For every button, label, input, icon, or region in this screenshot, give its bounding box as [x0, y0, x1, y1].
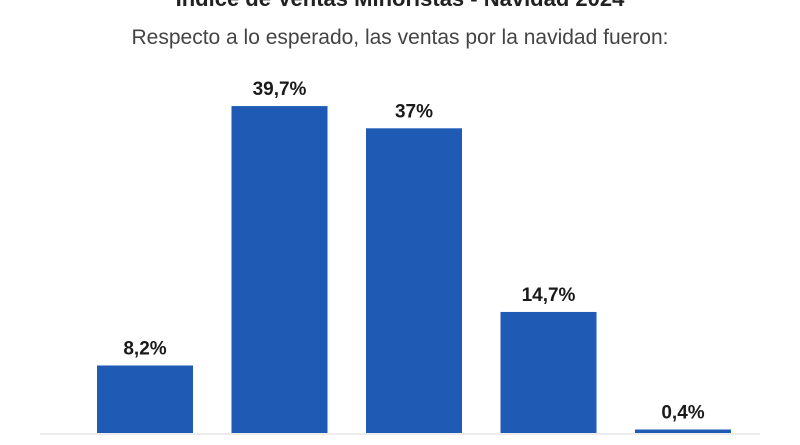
bar-value-label-4: 14,7%: [522, 285, 576, 306]
bar-3: [366, 128, 462, 433]
bar-5: [635, 429, 731, 433]
chart-title: Índice de Ventas Minoristas - Navidad 20…: [0, 0, 800, 12]
bar-value-label-2: 39,7%: [253, 79, 307, 100]
bar-2: [231, 106, 328, 434]
bar-1: [97, 365, 193, 433]
chart-subtitle: Respecto a lo esperado, las ventas por l…: [131, 26, 669, 49]
bar-value-label-1: 8,2%: [123, 338, 166, 359]
bar-value-label-3: 37%: [395, 101, 433, 122]
bar-4: [500, 311, 597, 433]
bar-value-label-5: 0,4%: [661, 403, 704, 424]
